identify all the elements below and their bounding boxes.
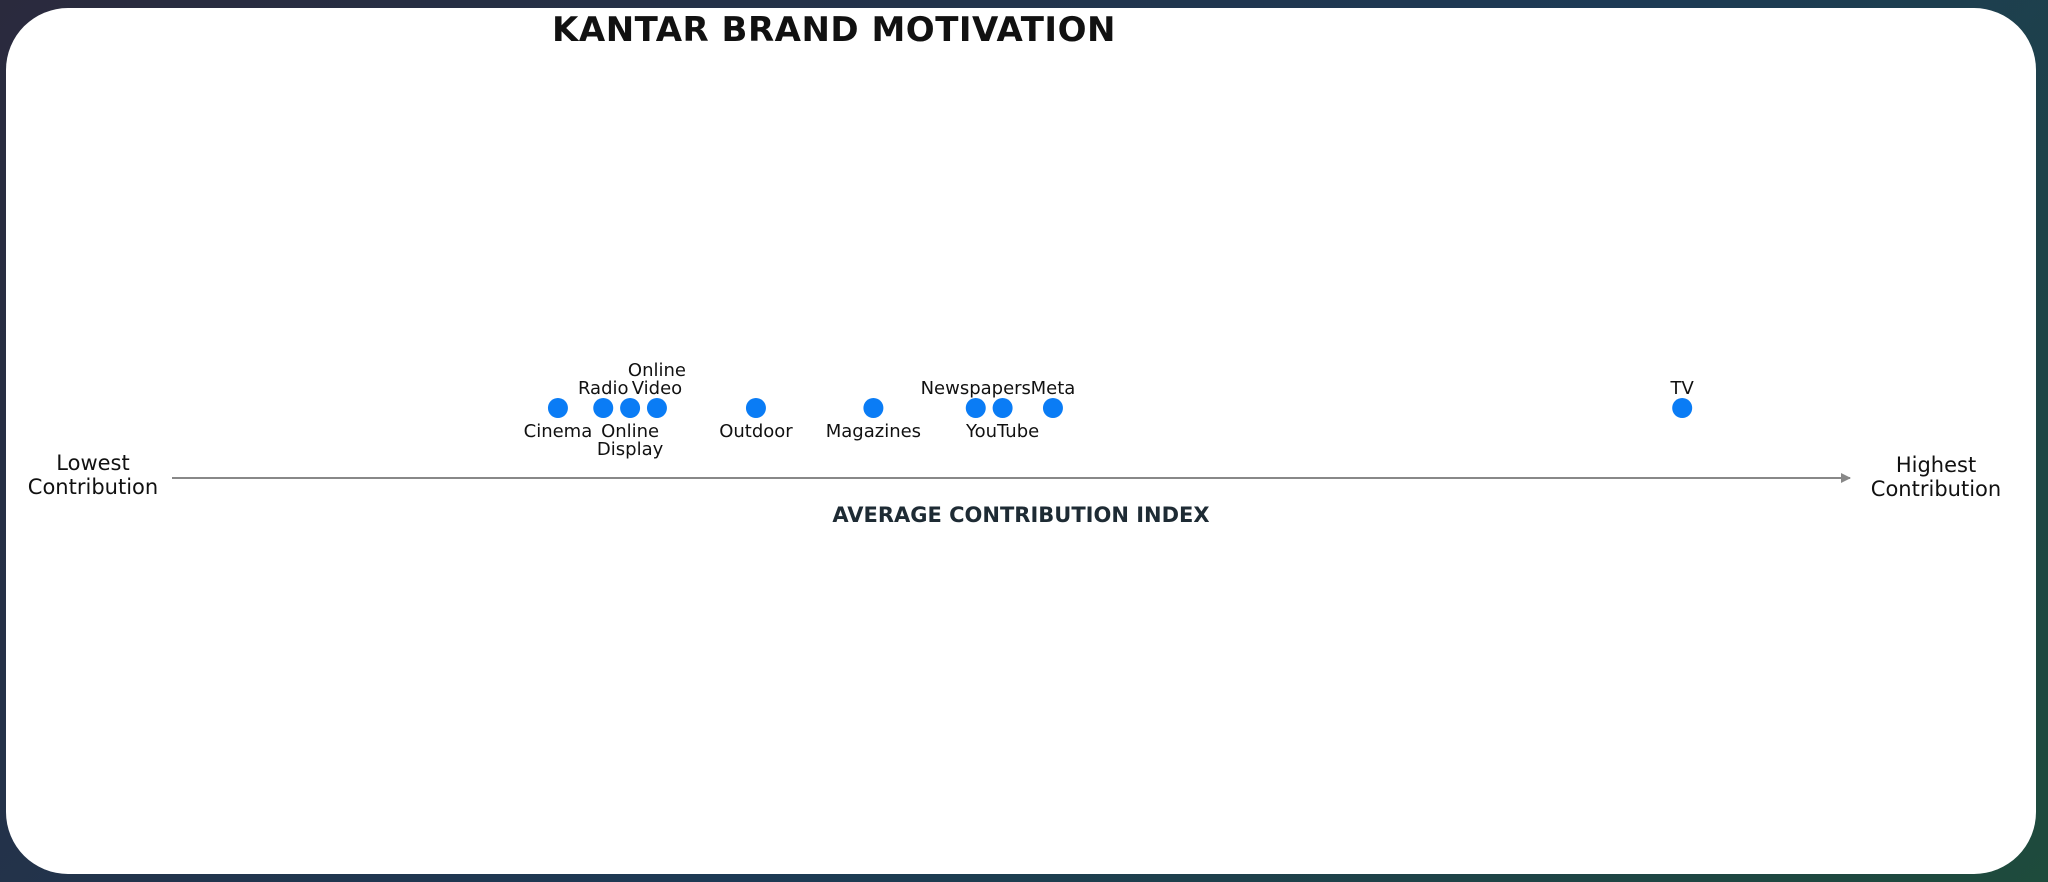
- point-marker: [547, 398, 568, 418]
- point-marker: [620, 398, 641, 418]
- data-point-outdoor: Outdoor: [719, 398, 793, 442]
- point-label: Magazines: [826, 421, 921, 442]
- point-label: Outdoor: [719, 421, 793, 442]
- point-marker: [593, 398, 614, 418]
- x-axis-label: AVERAGE CONTRIBUTION INDEX: [832, 503, 1209, 527]
- data-point-youtube: YouTube: [965, 398, 1039, 442]
- point-label: Newspapers: [921, 378, 1031, 399]
- point-marker: [745, 398, 766, 418]
- axis-low-label-line-1: Lowest: [56, 451, 129, 475]
- data-point-newspapers: Newspapers: [921, 378, 1031, 418]
- point-label: Display: [597, 439, 664, 460]
- point-label: Radio: [578, 378, 629, 399]
- data-point-magazines: Magazines: [826, 398, 921, 442]
- data-point-cinema: Cinema: [524, 398, 593, 442]
- data-points-group: CinemaRadioOnlineDisplayOnlineVideoOutdo…: [524, 360, 1695, 460]
- point-label: Online: [601, 421, 659, 442]
- point-label: Meta: [1031, 378, 1076, 399]
- data-point-tv: TV: [1670, 378, 1695, 418]
- point-label: Video: [632, 378, 682, 399]
- point-label: Cinema: [524, 421, 593, 442]
- chart-title: KANTAR BRAND MOTIVATION: [552, 10, 1116, 50]
- axis-high-label-line-2: Contribution: [1871, 477, 2001, 501]
- axis-low-label-line-2: Contribution: [28, 475, 158, 499]
- point-label: TV: [1670, 378, 1695, 399]
- chart-card: [6, 8, 2036, 874]
- data-point-meta: Meta: [1031, 378, 1076, 418]
- point-marker: [646, 398, 667, 418]
- point-marker: [863, 398, 884, 418]
- point-label: YouTube: [965, 421, 1039, 442]
- point-marker: [992, 398, 1013, 418]
- point-label: Online: [628, 360, 686, 381]
- point-marker: [1672, 398, 1693, 418]
- point-marker: [1042, 398, 1063, 418]
- axis-high-label-line-1: Highest: [1896, 453, 1976, 477]
- point-marker: [965, 398, 986, 418]
- data-point-radio: Radio: [578, 378, 629, 418]
